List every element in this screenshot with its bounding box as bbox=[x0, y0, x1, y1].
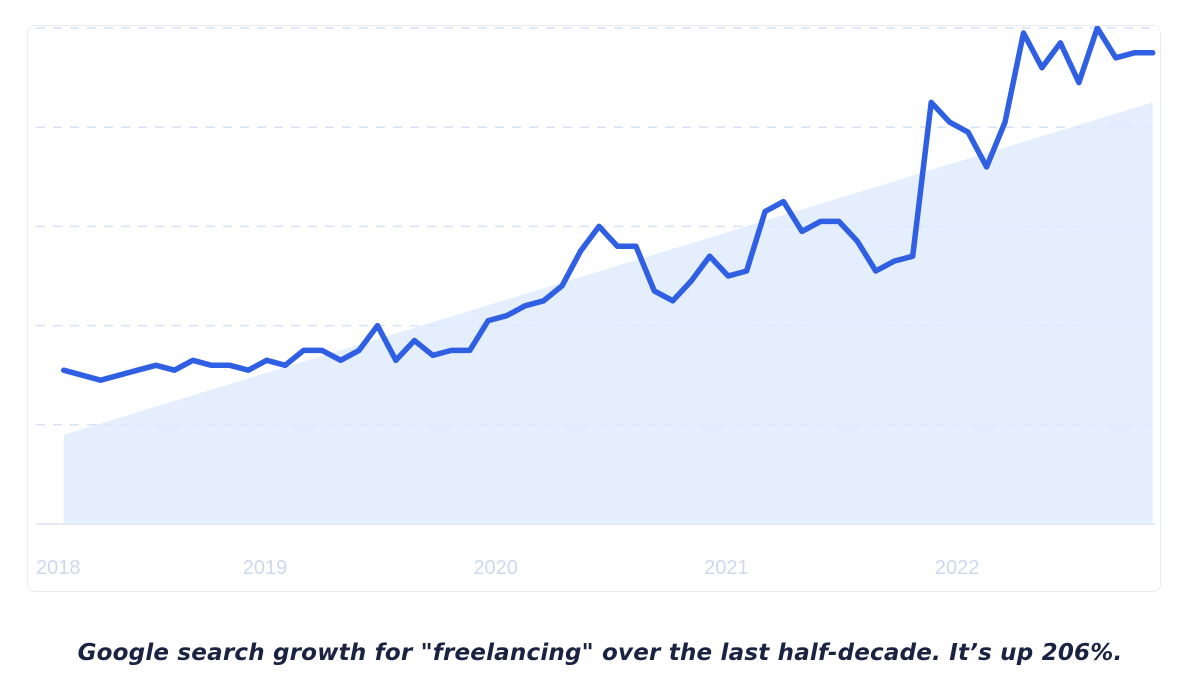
series-line bbox=[60, 26, 1156, 383]
data-point bbox=[966, 130, 970, 134]
data-point bbox=[579, 249, 583, 253]
x-tick-label-2022: 2022 bbox=[935, 557, 980, 579]
data-point bbox=[1040, 66, 1044, 70]
x-tick-label-2019: 2019 bbox=[243, 557, 288, 579]
data-point bbox=[1151, 51, 1155, 55]
data-point bbox=[929, 100, 933, 104]
data-point bbox=[874, 269, 878, 273]
data-point bbox=[985, 165, 989, 169]
data-point bbox=[320, 348, 324, 352]
data-point bbox=[818, 219, 822, 223]
data-point bbox=[837, 219, 841, 223]
data-point bbox=[726, 274, 730, 278]
data-point bbox=[782, 200, 786, 204]
data-point bbox=[689, 279, 693, 283]
data-point bbox=[136, 368, 140, 372]
data-point bbox=[1077, 81, 1081, 85]
x-tick-label-2020: 2020 bbox=[473, 557, 518, 579]
data-point bbox=[1095, 26, 1099, 30]
data-point bbox=[62, 368, 66, 372]
data-point bbox=[117, 373, 121, 377]
data-point bbox=[486, 319, 490, 323]
data-point bbox=[911, 254, 915, 258]
data-point bbox=[745, 269, 749, 273]
chart-caption: Google search growth for "freelancing" o… bbox=[77, 640, 1123, 666]
data-point bbox=[542, 299, 546, 303]
data-point bbox=[652, 289, 656, 293]
data-point bbox=[412, 338, 416, 342]
data-point bbox=[265, 358, 269, 362]
data-point bbox=[671, 299, 675, 303]
data-point bbox=[763, 210, 767, 214]
data-point bbox=[172, 368, 176, 372]
trend-area bbox=[63, 102, 1153, 525]
data-point bbox=[708, 254, 712, 258]
data-point bbox=[523, 304, 527, 308]
data-point bbox=[375, 324, 379, 328]
data-point bbox=[560, 284, 564, 288]
data-point bbox=[948, 120, 952, 124]
data-point bbox=[468, 348, 472, 352]
data-point bbox=[394, 358, 398, 362]
data-point bbox=[855, 239, 859, 243]
x-tick-label-2021: 2021 bbox=[704, 557, 749, 579]
data-point bbox=[228, 363, 232, 367]
x-axis-ticks: 2018 2019 2020 2021 2022 bbox=[36, 557, 979, 579]
line-chart: 2018 2019 2020 2021 2022 bbox=[36, 26, 1156, 579]
x-tick-label-2018: 2018 bbox=[36, 557, 81, 579]
data-point bbox=[1058, 41, 1062, 45]
data-point bbox=[357, 348, 361, 352]
data-point bbox=[800, 229, 804, 233]
data-point bbox=[1021, 31, 1025, 35]
data-point bbox=[1003, 120, 1007, 124]
data-point bbox=[431, 353, 435, 357]
data-point bbox=[634, 244, 638, 248]
data-point bbox=[1132, 51, 1136, 55]
chart-card: 2018 2019 2020 2021 2022 bbox=[27, 25, 1161, 592]
data-point bbox=[80, 373, 84, 377]
data-point bbox=[246, 368, 250, 372]
data-point bbox=[191, 358, 195, 362]
data-point bbox=[449, 348, 453, 352]
data-point bbox=[597, 224, 601, 228]
data-point bbox=[339, 358, 343, 362]
data-point bbox=[99, 378, 103, 382]
data-point bbox=[154, 363, 158, 367]
data-point bbox=[302, 348, 306, 352]
data-point bbox=[615, 244, 619, 248]
data-point bbox=[283, 363, 287, 367]
data-point bbox=[209, 363, 213, 367]
data-point bbox=[505, 314, 509, 318]
data-point bbox=[1114, 56, 1118, 60]
data-point bbox=[892, 259, 896, 263]
